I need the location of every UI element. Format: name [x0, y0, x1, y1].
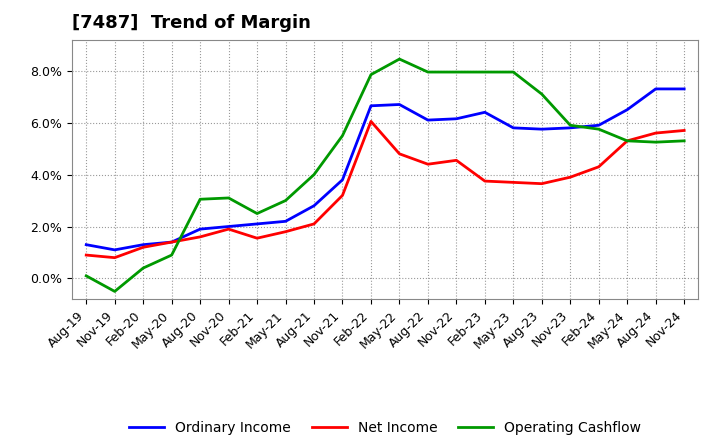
Operating Cashflow: [623, 138, 631, 143]
Operating Cashflow: [480, 70, 489, 75]
Operating Cashflow: [423, 70, 432, 75]
Ordinary Income: [566, 125, 575, 131]
Net Income: [537, 181, 546, 186]
Ordinary Income: [167, 239, 176, 245]
Net Income: [139, 245, 148, 250]
Net Income: [167, 239, 176, 245]
Ordinary Income: [253, 221, 261, 227]
Net Income: [652, 130, 660, 136]
Ordinary Income: [139, 242, 148, 247]
Operating Cashflow: [110, 289, 119, 294]
Net Income: [623, 138, 631, 143]
Net Income: [595, 164, 603, 169]
Net Income: [82, 253, 91, 258]
Operating Cashflow: [310, 172, 318, 177]
Net Income: [338, 193, 347, 198]
Ordinary Income: [423, 117, 432, 123]
Net Income: [566, 175, 575, 180]
Operating Cashflow: [537, 92, 546, 97]
Operating Cashflow: [680, 138, 688, 143]
Ordinary Income: [82, 242, 91, 247]
Net Income: [395, 151, 404, 157]
Ordinary Income: [537, 127, 546, 132]
Net Income: [423, 161, 432, 167]
Net Income: [110, 255, 119, 260]
Net Income: [366, 119, 375, 124]
Net Income: [680, 128, 688, 133]
Operating Cashflow: [225, 195, 233, 201]
Operating Cashflow: [196, 197, 204, 202]
Net Income: [225, 227, 233, 232]
Operating Cashflow: [395, 56, 404, 62]
Text: [7487]  Trend of Margin: [7487] Trend of Margin: [72, 15, 311, 33]
Net Income: [452, 158, 461, 163]
Net Income: [480, 179, 489, 184]
Ordinary Income: [110, 247, 119, 253]
Ordinary Income: [623, 107, 631, 112]
Line: Ordinary Income: Ordinary Income: [86, 89, 684, 250]
Ordinary Income: [680, 86, 688, 92]
Ordinary Income: [395, 102, 404, 107]
Net Income: [196, 234, 204, 239]
Line: Net Income: Net Income: [86, 121, 684, 258]
Ordinary Income: [310, 203, 318, 209]
Operating Cashflow: [509, 70, 518, 75]
Ordinary Income: [225, 224, 233, 229]
Net Income: [509, 180, 518, 185]
Operating Cashflow: [566, 123, 575, 128]
Ordinary Income: [509, 125, 518, 131]
Operating Cashflow: [139, 265, 148, 271]
Operating Cashflow: [366, 72, 375, 77]
Operating Cashflow: [652, 139, 660, 145]
Operating Cashflow: [167, 253, 176, 258]
Operating Cashflow: [82, 273, 91, 279]
Operating Cashflow: [595, 127, 603, 132]
Line: Operating Cashflow: Operating Cashflow: [86, 59, 684, 291]
Ordinary Income: [366, 103, 375, 108]
Net Income: [282, 229, 290, 235]
Ordinary Income: [480, 110, 489, 115]
Ordinary Income: [282, 219, 290, 224]
Operating Cashflow: [253, 211, 261, 216]
Ordinary Income: [652, 86, 660, 92]
Net Income: [310, 221, 318, 227]
Operating Cashflow: [282, 198, 290, 203]
Operating Cashflow: [338, 133, 347, 138]
Net Income: [253, 235, 261, 241]
Ordinary Income: [196, 227, 204, 232]
Ordinary Income: [338, 177, 347, 183]
Operating Cashflow: [452, 70, 461, 75]
Ordinary Income: [595, 123, 603, 128]
Ordinary Income: [452, 116, 461, 121]
Legend: Ordinary Income, Net Income, Operating Cashflow: Ordinary Income, Net Income, Operating C…: [124, 415, 647, 440]
